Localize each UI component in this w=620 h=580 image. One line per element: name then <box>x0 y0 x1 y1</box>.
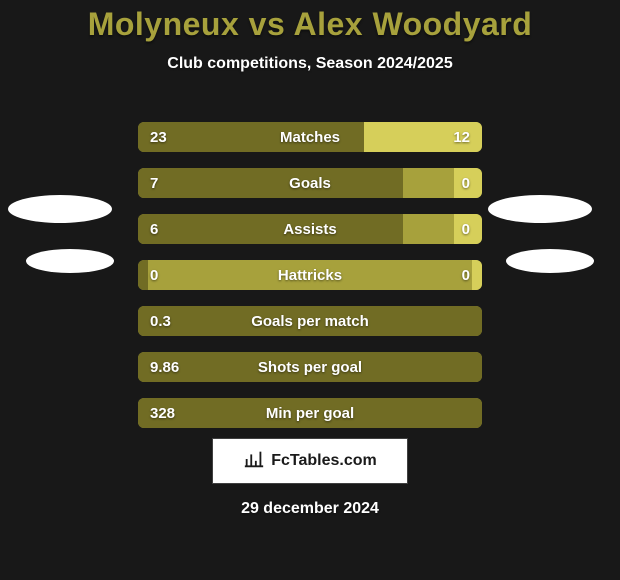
stat-value-right: 12 <box>453 122 470 152</box>
stat-row: 0Hattricks0 <box>138 260 482 290</box>
stats-container: 23Matches127Goals06Assists00Hattricks00.… <box>138 122 482 444</box>
stat-row: 7Goals0 <box>138 168 482 198</box>
stat-value-right: 0 <box>462 260 470 290</box>
brand-text: FcTables.com <box>271 452 377 470</box>
stat-row: 0.3Goals per match <box>138 306 482 336</box>
stat-row: 9.86Shots per goal <box>138 352 482 382</box>
stat-row: 23Matches12 <box>138 122 482 152</box>
stat-label: Matches <box>138 122 482 152</box>
ellipse-decoration <box>26 249 114 273</box>
stat-value-right: 0 <box>462 168 470 198</box>
brand-badge[interactable]: FcTables.com <box>212 438 408 484</box>
stat-row: 328Min per goal <box>138 398 482 428</box>
stat-label: Goals per match <box>138 306 482 336</box>
ellipse-decoration <box>8 195 112 223</box>
comparison-card: Molyneux vs Alex Woodyard Club competiti… <box>0 0 620 580</box>
page-title: Molyneux vs Alex Woodyard <box>0 6 620 43</box>
ellipse-decoration <box>488 195 592 223</box>
stat-label: Assists <box>138 214 482 244</box>
bar-chart-icon <box>243 448 265 475</box>
stat-label: Goals <box>138 168 482 198</box>
stat-label: Min per goal <box>138 398 482 428</box>
stat-row: 6Assists0 <box>138 214 482 244</box>
ellipse-decoration <box>506 249 594 273</box>
date-label: 29 december 2024 <box>0 500 620 518</box>
stat-label: Hattricks <box>138 260 482 290</box>
stat-value-right: 0 <box>462 214 470 244</box>
subtitle: Club competitions, Season 2024/2025 <box>0 55 620 73</box>
stat-label: Shots per goal <box>138 352 482 382</box>
